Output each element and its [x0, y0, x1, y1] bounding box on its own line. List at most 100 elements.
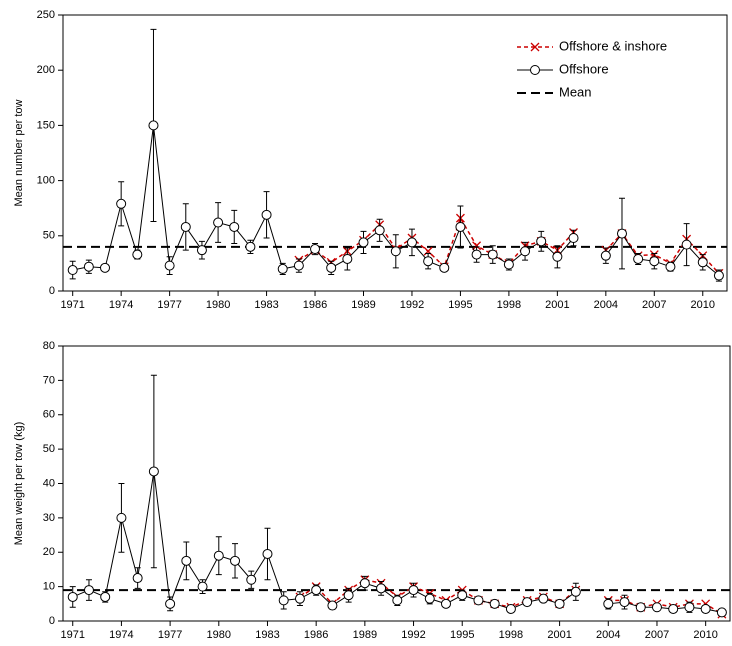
- y-tick-label: 20: [43, 546, 55, 558]
- marker: [229, 221, 240, 232]
- marker: [503, 259, 514, 270]
- marker: [552, 251, 563, 262]
- marker: [423, 256, 434, 267]
- y-tick-label: 0: [49, 615, 55, 627]
- marker: [83, 585, 94, 596]
- y-tick-label: 100: [37, 175, 55, 187]
- x-tick-label: 1971: [60, 299, 84, 311]
- marker: [278, 595, 289, 606]
- y-axis-label: Mean number per tow: [13, 99, 25, 206]
- marker: [536, 236, 547, 247]
- marker: [213, 550, 224, 561]
- marker: [326, 262, 337, 273]
- legend-label: Offshore & inshore: [559, 38, 667, 53]
- marker: [132, 249, 143, 260]
- y-tick-label: 200: [37, 64, 55, 76]
- y-tick-label: 250: [37, 9, 55, 21]
- marker: [538, 593, 549, 604]
- marker: [633, 253, 644, 264]
- y-tick-label: 80: [43, 340, 55, 352]
- marker: [343, 590, 354, 601]
- marker: [439, 262, 450, 273]
- x-tick-label: 2007: [642, 299, 666, 311]
- marker: [246, 574, 257, 585]
- marker: [684, 602, 695, 613]
- marker: [180, 221, 191, 232]
- legend-marker: [530, 42, 540, 52]
- x-tick-label: 2010: [691, 299, 715, 311]
- plot-frame: [62, 345, 731, 622]
- marker: [406, 237, 417, 248]
- legend: Offshore & inshore Offshore Mean: [517, 38, 667, 99]
- marker: [473, 595, 484, 606]
- marker: [277, 263, 288, 274]
- legend-label: Mean: [559, 84, 592, 99]
- marker: [358, 237, 369, 248]
- marker: [457, 590, 468, 601]
- y-tick-label: 50: [43, 230, 55, 242]
- y-tick-label: 60: [43, 409, 55, 421]
- plot-frame: [62, 14, 728, 292]
- y-tick-label: 10: [43, 581, 55, 593]
- marker: [197, 581, 208, 592]
- marker: [262, 548, 273, 559]
- x-tick-label: 1974: [109, 629, 133, 641]
- x-tick-label: 1995: [448, 299, 472, 311]
- legend-label: Offshore: [559, 61, 609, 76]
- marker: [100, 262, 111, 273]
- marker: [570, 586, 581, 597]
- x-tick-label: 2001: [547, 629, 571, 641]
- x-tick-label: 1977: [157, 299, 181, 311]
- marker: [440, 598, 451, 609]
- marker: [311, 585, 322, 596]
- marker: [390, 246, 401, 257]
- y-tick-label: 150: [37, 119, 55, 131]
- marker: [293, 260, 304, 271]
- y-tick-label: 70: [43, 374, 55, 386]
- marker: [342, 253, 353, 264]
- marker: [376, 583, 387, 594]
- x-tick-label: 1980: [207, 629, 231, 641]
- marker: [148, 120, 159, 131]
- marker: [616, 228, 627, 239]
- panel: Mean weight per tow (kg) 0 10 20 30 40 50 60 70 8…: [13, 340, 731, 641]
- marker: [327, 600, 338, 611]
- marker: [132, 573, 143, 584]
- x-tick-label: 1971: [60, 629, 84, 641]
- marker: [603, 598, 614, 609]
- x-tick-label: 1980: [206, 299, 230, 311]
- marker: [681, 239, 692, 250]
- marker: [424, 593, 435, 604]
- x-tick-label: 1986: [303, 299, 327, 311]
- y-tick-label: 30: [43, 512, 55, 524]
- marker: [148, 466, 159, 477]
- legend-symbol: [530, 42, 540, 52]
- marker: [487, 249, 498, 260]
- marker: [83, 261, 94, 272]
- x-tick-label: 2007: [645, 629, 669, 641]
- x-tick-label: 2001: [545, 299, 569, 311]
- marker: [455, 221, 466, 232]
- marker: [196, 245, 207, 256]
- marker: [489, 598, 500, 609]
- marker: [408, 585, 419, 596]
- x-tick-label: 2010: [693, 629, 717, 641]
- marker: [554, 598, 565, 609]
- marker: [116, 512, 127, 523]
- marker: [649, 256, 660, 267]
- marker: [165, 598, 176, 609]
- marker: [261, 209, 272, 220]
- series-line: [72, 471, 722, 613]
- marker: [716, 607, 727, 618]
- marker: [520, 246, 531, 257]
- x-tick-label: 1989: [353, 629, 377, 641]
- marker: [100, 591, 111, 602]
- marker: [568, 233, 579, 244]
- x-tick-label: 1974: [109, 299, 133, 311]
- legend-symbol: [530, 65, 540, 75]
- marker: [665, 261, 676, 272]
- marker: [619, 597, 630, 608]
- marker: [635, 602, 646, 613]
- marker: [374, 225, 385, 236]
